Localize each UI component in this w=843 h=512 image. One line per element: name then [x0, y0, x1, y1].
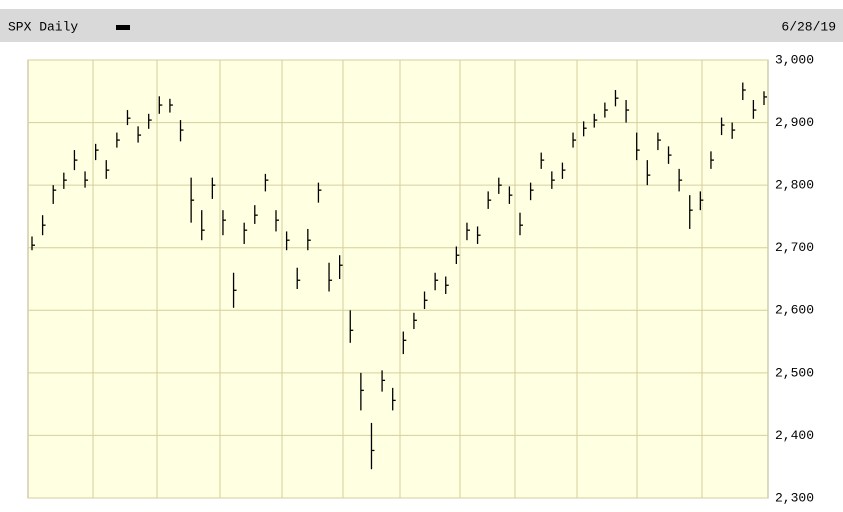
y-tick-label: 2,400 [775, 428, 814, 443]
chart-title: SPX Daily [8, 19, 78, 34]
y-tick-label: 2,500 [775, 365, 814, 380]
chart-date: 6/28/19 [781, 19, 836, 34]
plot-area [27, 59, 769, 499]
y-tick-label: 2,900 [775, 115, 814, 130]
y-tick-label: 2,700 [775, 240, 814, 255]
legend-swatch [116, 25, 130, 30]
y-tick-label: 2,800 [775, 178, 814, 193]
header-bar [0, 9, 843, 42]
month-grid [92, 60, 703, 498]
y-tick-label: 2,300 [775, 490, 814, 505]
y-tick-label: 2,600 [775, 303, 814, 318]
y-tick-label: 3,000 [775, 52, 814, 67]
